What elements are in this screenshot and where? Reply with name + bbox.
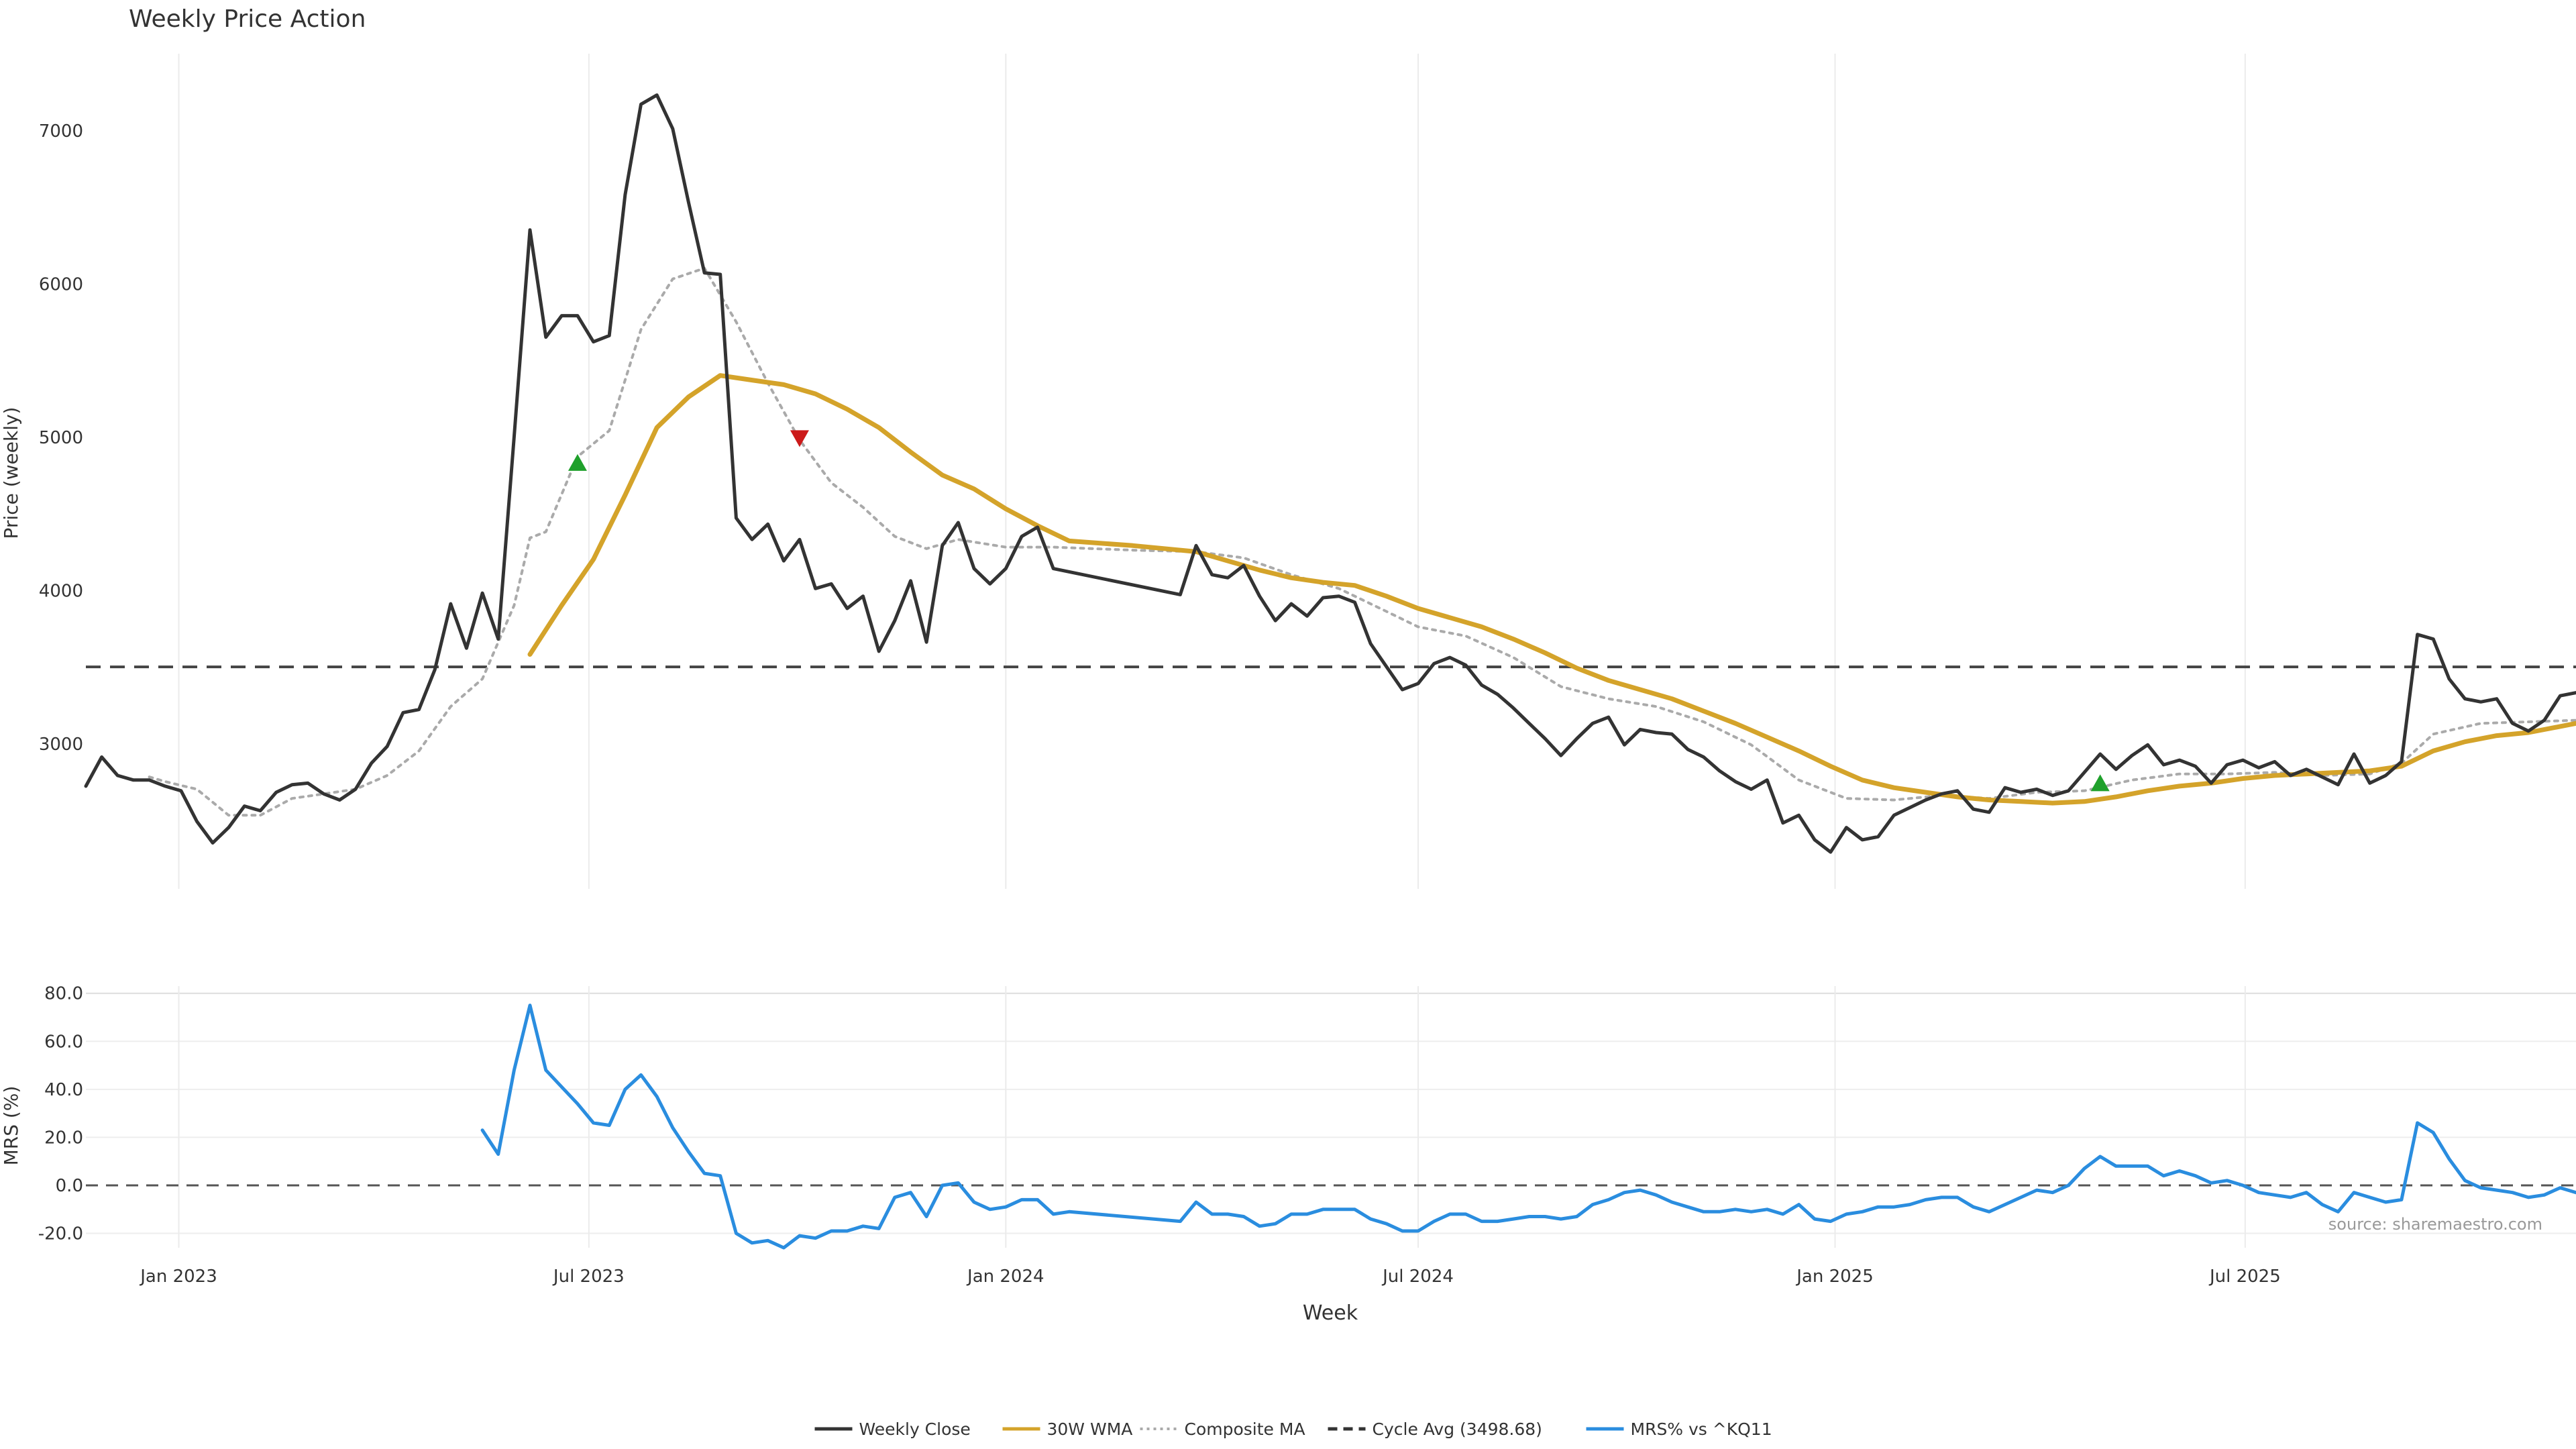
price-y-tick-label: 5000 xyxy=(39,428,83,448)
mrs-y-tick-label: 60.0 xyxy=(44,1032,83,1052)
legend-label-weekly-close: Weekly Close xyxy=(859,1419,971,1439)
x-tick-label: Jul 2023 xyxy=(552,1267,625,1287)
series-30w-wma xyxy=(527,373,2576,806)
mrs-y-axis-label: MRS (%) xyxy=(0,1086,22,1166)
x-tick-label: Jul 2025 xyxy=(2208,1267,2281,1287)
x-tick-label: Jan 2025 xyxy=(1795,1267,1874,1287)
mrs-y-tick-label: 40.0 xyxy=(44,1080,83,1100)
mrs-y-tick-label: 80.0 xyxy=(44,984,83,1004)
chart-title: Weekly Price Action xyxy=(129,5,366,33)
mrs-y-tick-label: 20.0 xyxy=(44,1128,83,1148)
series-weekly-close xyxy=(84,93,2576,854)
price-y-tick-label: 7000 xyxy=(39,121,83,142)
mrs-y-tick-label: -20.0 xyxy=(38,1224,83,1244)
mrs-panel: -20.0 0.0 20.0 40.0 60.0 80.0 Jan 2023 Jul 2023… xyxy=(38,984,2576,1287)
legend-label-composite-ma: Composite MA xyxy=(1185,1419,1305,1439)
x-tick-label: Jan 2023 xyxy=(139,1267,217,1287)
sell-signal-marker-1 xyxy=(790,430,809,447)
x-tick-label: Jan 2024 xyxy=(966,1267,1044,1287)
buy-signal-marker-0 xyxy=(568,453,587,471)
price-panel: 3000 4000 5000 6000 7000 xyxy=(39,54,2576,889)
series-mrs-vs-kq11 xyxy=(480,1004,2576,1250)
legend-label-mrs-vs-kq11: MRS% vs ^KQ11 xyxy=(1631,1419,1772,1439)
price-y-tick-label: 4000 xyxy=(39,582,83,602)
mrs-y-tick-label: 0.0 xyxy=(56,1176,83,1196)
x-tick-label: Jul 2024 xyxy=(1381,1267,1454,1287)
legend-label-cycle-avg-3498-68: Cycle Avg (3498.68) xyxy=(1373,1419,1542,1439)
price-y-axis-label: Price (weekly) xyxy=(0,407,22,539)
buy-signal-marker-2 xyxy=(2090,774,2110,792)
price-y-tick-label: 3000 xyxy=(39,735,83,755)
legend: Weekly Close 30W WMA Composite MA Cycle Avg… xyxy=(814,1419,1772,1439)
watermark: source: sharemaestro.com xyxy=(2328,1215,2542,1234)
x-axis-label: Week xyxy=(1303,1301,1358,1325)
series-composite-ma xyxy=(148,266,2576,817)
legend-label-30w-wma: 30W WMA xyxy=(1047,1419,1133,1439)
price-y-tick-label: 6000 xyxy=(39,275,83,295)
